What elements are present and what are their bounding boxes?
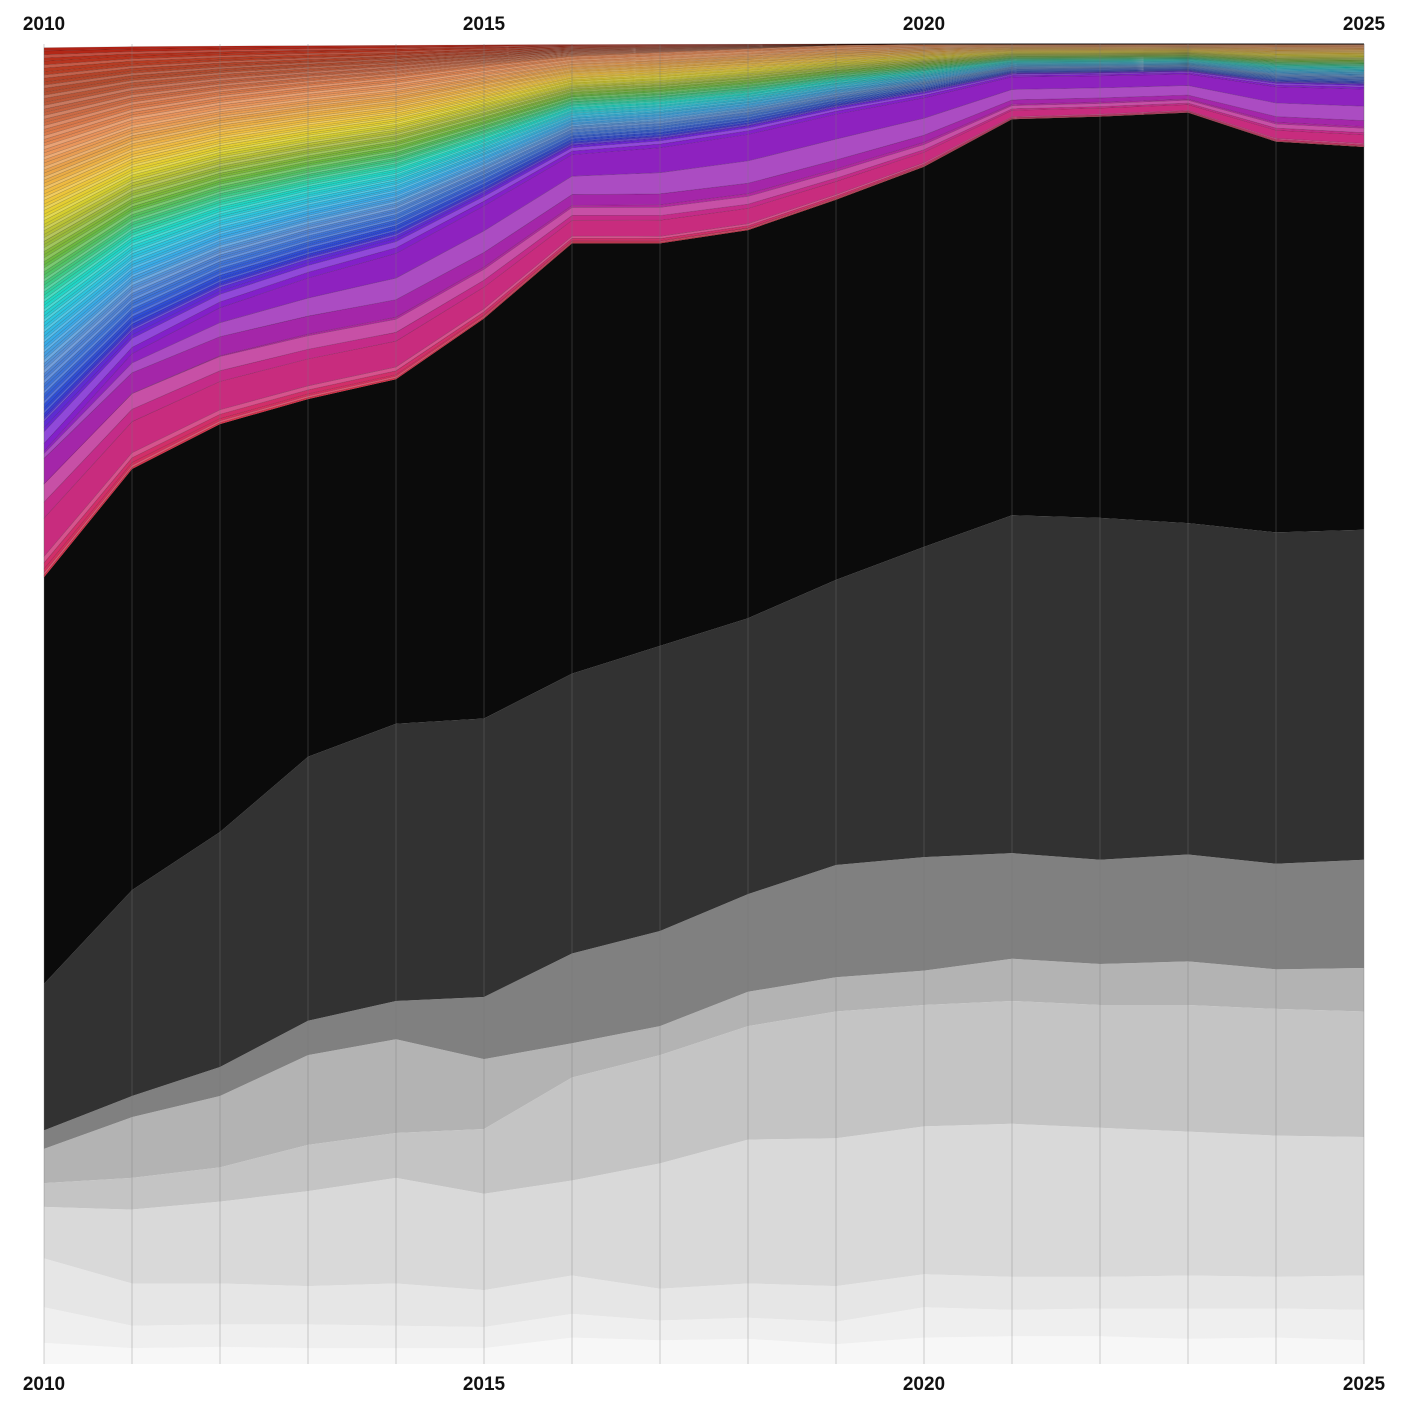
top-tick-label-2015: 2015 — [463, 14, 506, 35]
bottom-tick-label-2025: 2025 — [1343, 1374, 1386, 1395]
top-tick-label-2020: 2020 — [903, 14, 945, 35]
band-grey-6 — [44, 853, 1364, 1149]
band-colour-98 — [43, 44, 1365, 147]
band-colour-111 — [43, 43, 1364, 103]
band-grey-5 — [44, 958, 1364, 1184]
band-grey-7 — [44, 515, 1364, 1131]
band-colour-122 — [43, 43, 1364, 66]
band-colour-126 — [43, 43, 1364, 52]
top-tick-label-2025: 2025 — [1343, 14, 1386, 35]
band-colour-115 — [43, 43, 1364, 89]
band-grey-3 — [44, 1123, 1364, 1291]
band-colour-121 — [43, 43, 1364, 69]
vertical-gridlines — [43, 44, 1365, 1364]
top-tick-label-2010: 2010 — [23, 14, 65, 35]
bottom-tick-label-2015: 2015 — [463, 1374, 506, 1395]
band-colour-57 — [43, 57, 1365, 286]
bottom-axis-labels: 2010 2015 2020 2025 — [23, 1374, 1386, 1395]
band-grey-2 — [44, 1258, 1364, 1328]
band-colour-113 — [43, 43, 1364, 96]
area-layers — [43, 43, 1365, 1364]
band-colour-109 — [43, 43, 1364, 110]
band-grey-4 — [44, 1001, 1364, 1210]
band-colour-112 — [43, 43, 1364, 99]
band-grey-0 — [44, 1336, 1364, 1364]
band-colour-99 — [43, 44, 1365, 144]
band-colour-120 — [43, 43, 1364, 73]
band-colour-106 — [43, 43, 1364, 120]
band-black-8 — [44, 112, 1364, 984]
top-axis-labels: 2010 2015 2020 2025 — [23, 14, 1386, 35]
bottom-tick-label-2020: 2020 — [903, 1374, 945, 1395]
band-colour-80 — [43, 50, 1365, 208]
band-grey-1 — [44, 1307, 1364, 1349]
band-colour-116 — [43, 43, 1364, 86]
band-colour-41 — [43, 62, 1365, 341]
band-colour-103 — [43, 43, 1364, 130]
bottom-tick-label-2010: 2010 — [23, 1374, 65, 1395]
band-colour-101 — [43, 43, 1365, 137]
